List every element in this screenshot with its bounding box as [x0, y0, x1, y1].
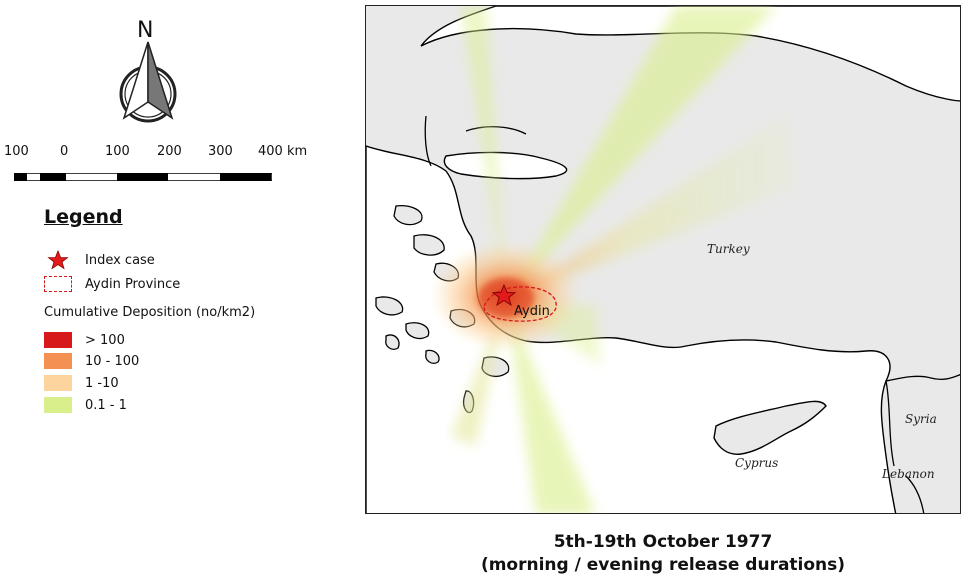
province-swatch [44, 276, 72, 292]
scale-tick-label: 0 [60, 144, 69, 159]
aegean-islands [375, 205, 510, 414]
scale-tick-label: 100 [105, 144, 130, 159]
legend-title: Legend [44, 206, 123, 228]
legend-class-label: > 100 [85, 332, 125, 348]
legend-index-case-label: Index case [85, 252, 155, 268]
scale-tick-label: 200 [157, 144, 182, 159]
caption-line-1: 5th-19th October 1977 [553, 532, 773, 552]
caption-line-2: (morning / evening release durations) [480, 555, 846, 575]
class-swatch [44, 332, 72, 348]
class-swatch [44, 397, 72, 413]
north-arrow-icon [119, 41, 177, 123]
legend-class: > 100 [44, 332, 125, 348]
country-borders [424, 115, 960, 513]
class-swatch [44, 353, 72, 369]
legend-class-label: 1 -10 [85, 375, 119, 391]
aydin-label: Aydin [514, 304, 550, 319]
north-label: N [137, 18, 154, 43]
legend-index-case: Index case [44, 250, 155, 270]
legend-province-label: Aydin Province [85, 276, 181, 292]
scale-tick-label: 100 [4, 144, 29, 159]
scale-tick-label: 300 [208, 144, 233, 159]
legend-deposition-title: Cumulative Deposition (no/km2) [44, 305, 256, 320]
legend-class: 10 - 100 [44, 353, 139, 369]
map-canvas: Aydin Turkey Cyprus Syria Lebanon [366, 6, 960, 513]
syria-label: Syria [905, 412, 937, 426]
aydin-province-outline [483, 286, 557, 322]
map-panel[interactable]: Aydin Turkey Cyprus Syria Lebanon [365, 5, 961, 514]
legend-class-label: 10 - 100 [85, 353, 140, 369]
legend-province: Aydin Province [44, 276, 180, 292]
index-case-marker-icon [491, 283, 517, 307]
cyprus-island [713, 400, 827, 455]
legend-class-label: 0.1 - 1 [85, 397, 127, 413]
legend-class: 0.1 - 1 [44, 397, 127, 413]
class-swatch [44, 375, 72, 391]
lebanon-label: Lebanon [881, 467, 935, 481]
scale-tick-label: 400 km [258, 144, 308, 159]
legend-class: 1 -10 [44, 375, 119, 391]
cyprus-label: Cyprus [735, 456, 778, 470]
scale-bar [14, 173, 272, 181]
star-icon [44, 250, 72, 270]
turkey-label: Turkey [707, 242, 750, 256]
